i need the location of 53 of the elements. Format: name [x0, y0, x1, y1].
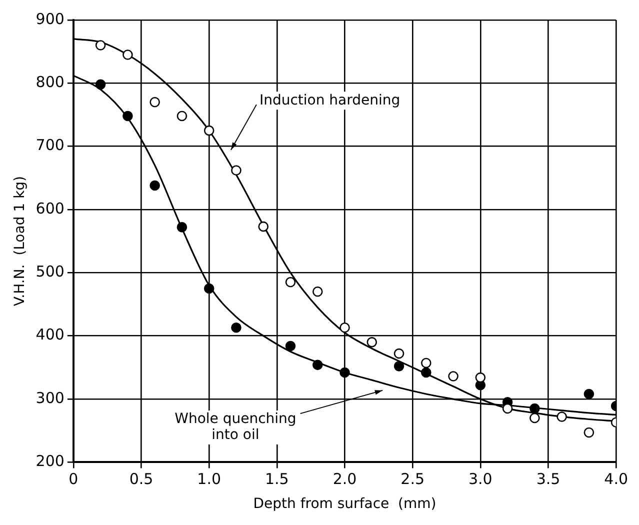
point — [340, 367, 350, 378]
point — [530, 412, 540, 424]
point — [530, 403, 540, 414]
x-tick-label: 3.5 — [536, 470, 560, 488]
y-tick-label: 700 — [36, 136, 64, 154]
point — [231, 322, 242, 333]
y-tick-label: 400 — [36, 326, 64, 344]
x-tick-label: 1.5 — [264, 470, 289, 488]
point — [475, 372, 486, 383]
point — [95, 40, 106, 50]
point — [95, 79, 106, 90]
y-tick-label: 200 — [36, 452, 64, 470]
point — [204, 283, 214, 294]
x-tick-label: 1.0 — [197, 470, 222, 488]
point — [584, 427, 594, 438]
point — [584, 388, 594, 400]
point — [231, 165, 242, 176]
point — [312, 360, 323, 370]
x-tick-label: 2.5 — [400, 470, 425, 488]
y-tick-label: 600 — [36, 199, 64, 218]
y-tick-label: 800 — [36, 73, 64, 92]
point — [176, 110, 188, 122]
annotation: Whole quenching into oil — [174, 411, 296, 444]
y-tick-label: 500 — [36, 262, 64, 281]
point — [122, 50, 133, 60]
x-tick-label: 0.5 — [129, 470, 154, 488]
x-tick-label: 2.0 — [332, 470, 357, 488]
x-tick-label: 0 — [68, 470, 78, 488]
x-axis-title: Depth from surface (mm) — [253, 496, 436, 512]
x-tick-label: 4.0 — [604, 470, 628, 488]
point — [421, 367, 432, 378]
point — [502, 403, 513, 414]
point — [204, 125, 214, 136]
point — [150, 96, 160, 108]
point — [258, 221, 269, 232]
point — [556, 412, 567, 422]
annotation: Induction hardening — [259, 92, 400, 108]
y-tick-label: 900 — [36, 10, 64, 28]
point — [312, 286, 323, 297]
point — [421, 358, 432, 368]
point — [150, 180, 160, 191]
y-tick-label: 300 — [36, 388, 64, 407]
point — [176, 222, 188, 232]
y-axis-title: V.H.N. (Load 1 kg) — [12, 176, 28, 306]
point — [285, 340, 296, 352]
point — [394, 361, 404, 372]
point — [122, 110, 133, 122]
point — [448, 371, 458, 382]
point — [366, 337, 378, 348]
point — [394, 348, 404, 359]
x-tick-label: 3.0 — [468, 470, 492, 488]
point — [285, 277, 296, 288]
point — [340, 322, 350, 333]
